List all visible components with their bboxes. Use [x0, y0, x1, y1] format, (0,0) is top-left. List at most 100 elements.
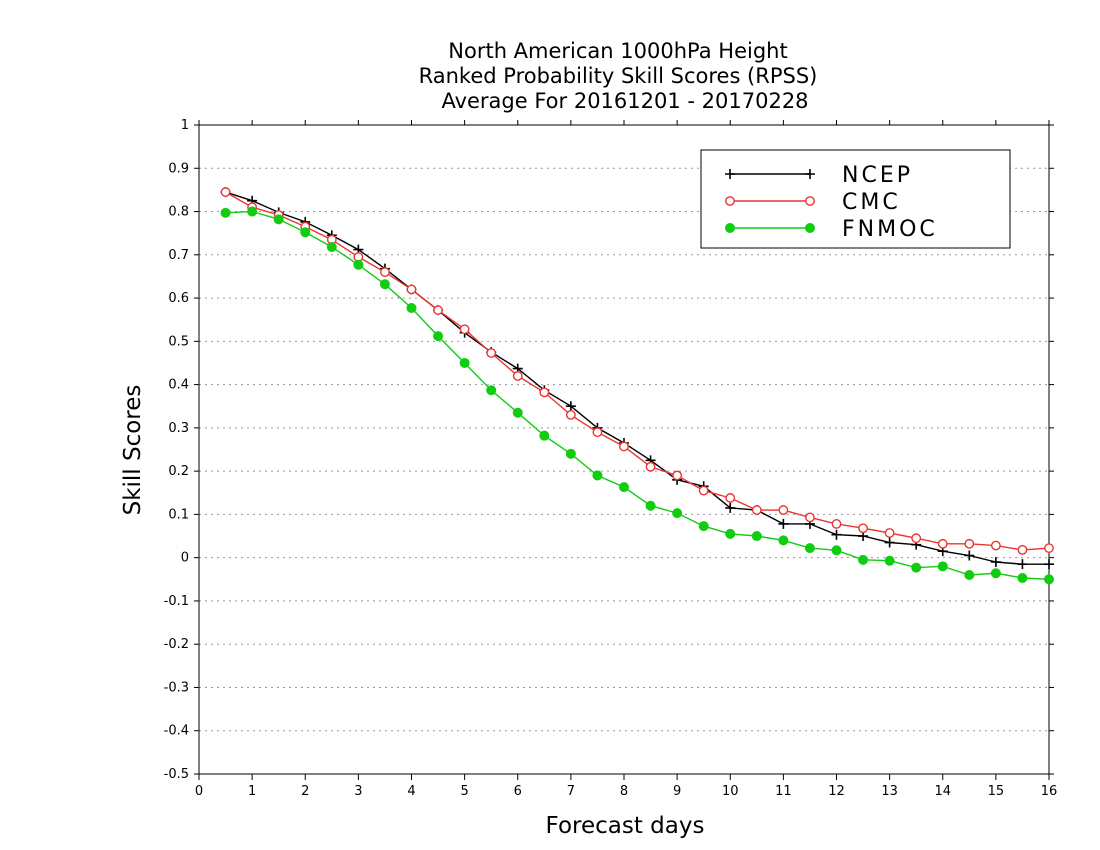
x-tick-label: 1	[248, 784, 256, 799]
data-point-fnmoc	[539, 430, 550, 441]
data-point-fnmoc	[326, 242, 337, 253]
data-point-fnmoc	[592, 470, 603, 481]
data-point-cmc	[751, 505, 762, 515]
legend-marker-ncep	[805, 169, 815, 179]
data-point-cmc	[884, 528, 895, 538]
data-point-fnmoc	[220, 207, 231, 218]
data-point-ncep	[964, 550, 975, 561]
data-point-cmc	[220, 187, 231, 197]
x-tick-label: 6	[514, 784, 522, 799]
data-point-fnmoc	[831, 545, 842, 556]
data-point-fnmoc	[804, 543, 815, 554]
chart-title: North American 1000hPa Height Ranked Pro…	[419, 39, 818, 113]
data-point-fnmoc	[672, 508, 683, 519]
data-point-cmc	[433, 305, 443, 316]
data-point-cmc	[698, 485, 709, 496]
data-point-ncep	[1017, 559, 1028, 570]
y-tick-label: 0.3	[168, 421, 189, 436]
legend-box	[700, 149, 1011, 249]
data-point-cmc	[1017, 544, 1028, 555]
data-point-cmc	[725, 493, 736, 503]
x-tick-label: 4	[407, 784, 415, 799]
x-tick-label: 0	[195, 784, 203, 799]
data-point-fnmoc	[645, 500, 656, 511]
data-point-fnmoc	[964, 569, 975, 580]
x-tick-label: 5	[460, 784, 468, 799]
data-point-fnmoc	[406, 303, 417, 314]
series-line-fnmoc	[225, 210, 1050, 580]
data-point-cmc	[539, 387, 550, 398]
data-point-cmc	[592, 427, 603, 438]
data-point-fnmoc	[990, 568, 1001, 579]
data-point-fnmoc	[619, 482, 629, 493]
y-tick-label: 0.8	[168, 205, 189, 220]
data-point-cmc	[406, 284, 417, 295]
legend-label-ncep: NCEP	[842, 163, 913, 188]
data-point-ncep	[565, 401, 576, 412]
data-point-fnmoc	[353, 259, 364, 270]
data-point-cmc	[672, 470, 683, 481]
x-tick-label: 13	[881, 784, 898, 799]
data-point-cmc	[1044, 543, 1054, 554]
data-point-fnmoc	[778, 535, 789, 546]
data-point-fnmoc	[512, 407, 523, 418]
data-point-ncep	[884, 537, 895, 548]
x-tick-label: 16	[1041, 784, 1058, 799]
x-axis-label: Forecast days	[546, 813, 705, 839]
data-point-fnmoc	[1044, 574, 1054, 585]
series-cmc	[220, 187, 1054, 555]
data-point-fnmoc	[273, 214, 284, 225]
data-point-fnmoc	[1017, 573, 1028, 584]
x-tick-label: 9	[673, 784, 681, 799]
legend-marker-cmc	[725, 196, 735, 206]
data-point-fnmoc	[937, 561, 948, 572]
data-point-fnmoc	[433, 331, 444, 342]
data-point-fnmoc	[565, 448, 576, 459]
legend-item-cmc: CMC	[725, 190, 898, 215]
data-point-fnmoc	[911, 562, 922, 573]
data-point-cmc	[911, 533, 922, 544]
y-tick-label: 0.5	[168, 334, 189, 349]
data-point-fnmoc	[300, 227, 311, 238]
data-point-cmc	[805, 512, 815, 523]
y-tick-label: -0.1	[164, 594, 189, 609]
data-point-fnmoc	[698, 521, 709, 532]
data-point-fnmoc	[884, 555, 895, 566]
data-point-ncep	[725, 502, 736, 513]
title-line-1: North American 1000hPa Height	[448, 39, 787, 63]
y-tick-label: -0.3	[164, 680, 189, 695]
data-point-ncep	[778, 518, 789, 529]
data-point-cmc	[380, 267, 390, 278]
data-point-cmc	[778, 505, 789, 515]
plot-frame	[198, 124, 1050, 775]
y-tick-label: 0	[181, 551, 189, 566]
data-point-ncep	[1044, 559, 1054, 570]
data-point-cmc	[619, 441, 629, 452]
legend-label-fnmoc: FNMOC	[842, 217, 938, 242]
legend-item-fnmoc: FNMOC	[725, 217, 938, 242]
data-point-cmc	[486, 348, 497, 358]
title-line-2: Ranked Probability Skill Scores (RPSS)	[419, 64, 818, 88]
data-point-fnmoc	[725, 528, 736, 539]
x-axis-ticks: 0 1 2 3 4 5 6 7 8 9 10 11 12 13 14 15 16	[195, 120, 1057, 799]
legend-marker-fnmoc	[805, 223, 815, 233]
x-tick-label: 11	[775, 784, 792, 799]
data-point-cmc	[858, 523, 868, 534]
data-point-ncep	[990, 556, 1001, 567]
data-point-fnmoc	[751, 531, 762, 542]
data-point-cmc	[990, 540, 1001, 551]
data-point-cmc	[459, 324, 470, 335]
x-tick-label: 15	[988, 784, 1005, 799]
data-point-ncep	[831, 529, 842, 540]
legend-marker-ncep	[725, 169, 735, 179]
x-tick-label: 3	[354, 784, 362, 799]
y-tick-label: 0.4	[168, 378, 189, 393]
legend-marker-fnmoc	[725, 223, 735, 233]
legend-marker-cmc	[805, 196, 815, 206]
y-tick-label: -0.5	[164, 767, 189, 782]
series-group	[220, 187, 1054, 585]
data-point-cmc	[565, 409, 576, 420]
y-tick-label: 0.1	[168, 507, 189, 522]
x-tick-label: 14	[934, 784, 951, 799]
